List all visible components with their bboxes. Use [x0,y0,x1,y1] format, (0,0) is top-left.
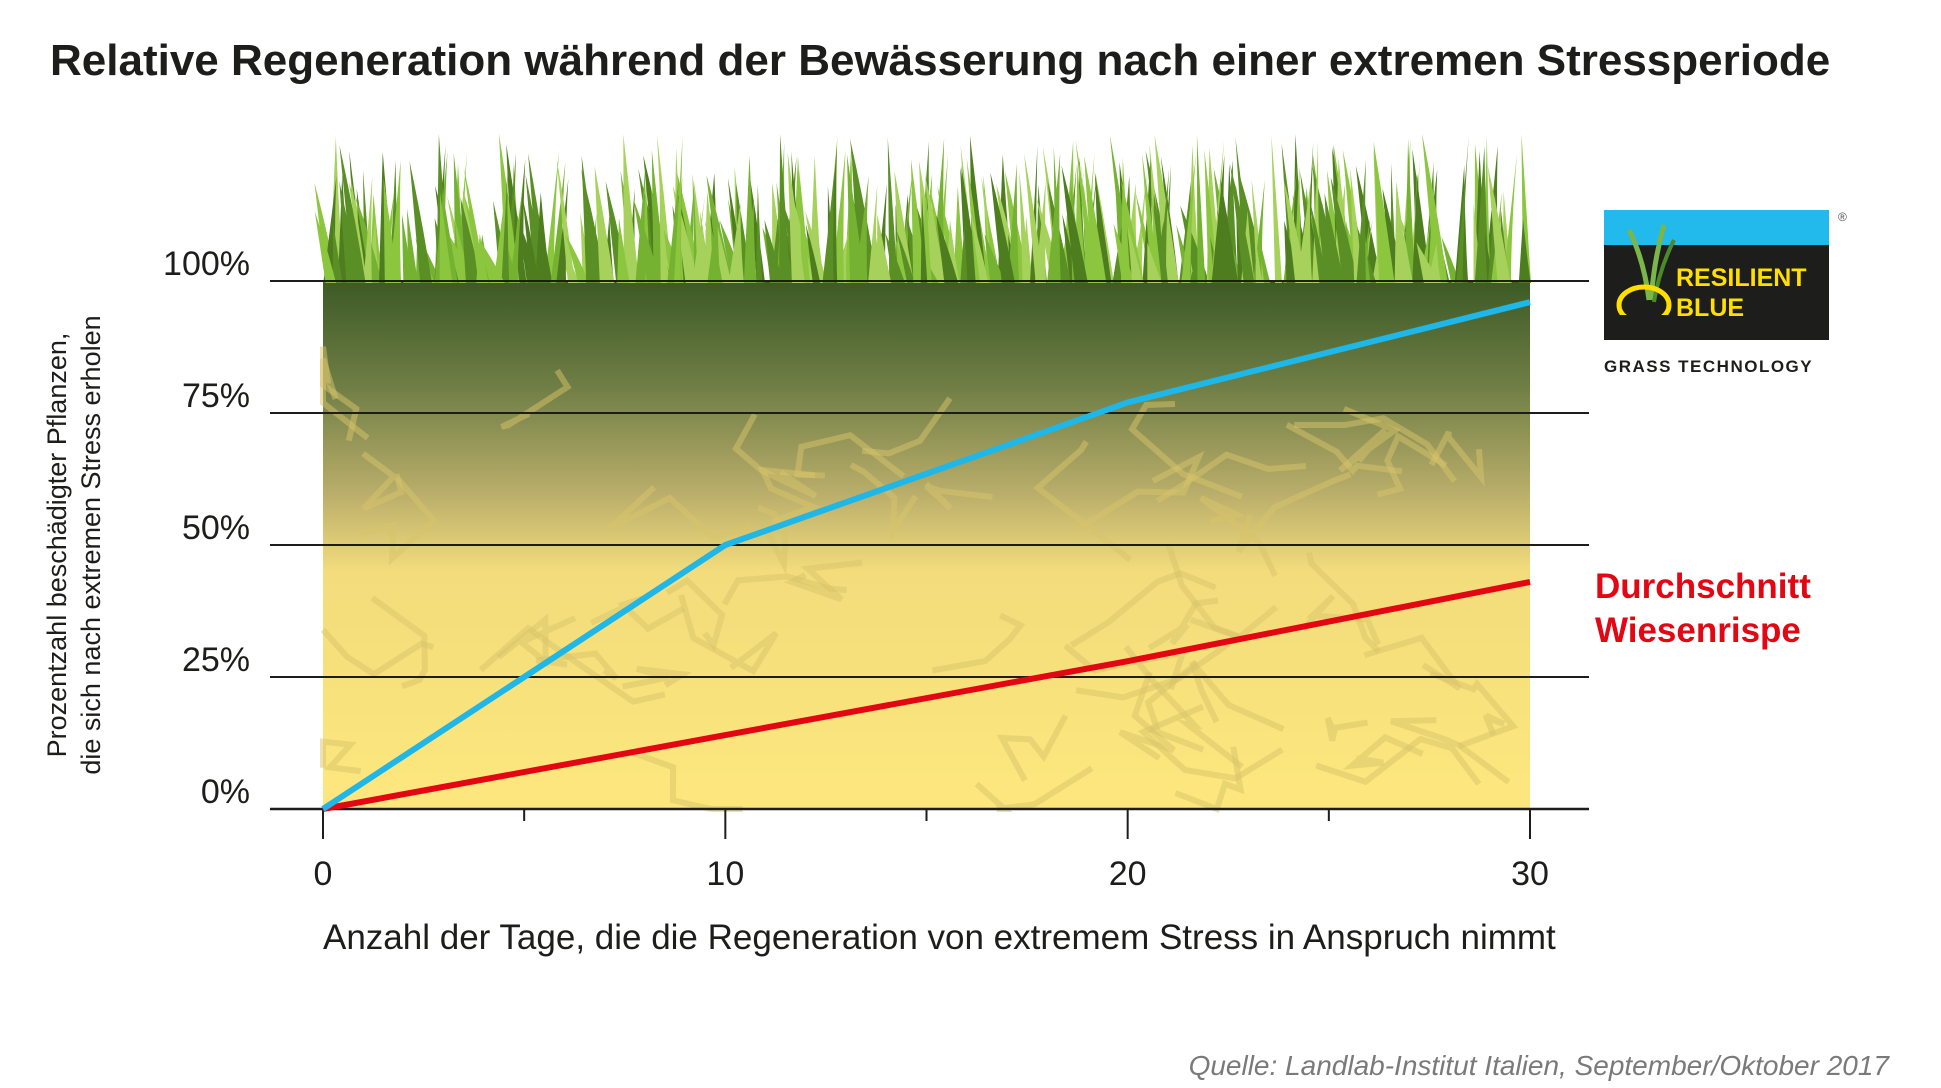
y-tick-label: 75% [182,377,250,415]
x-axis-label: Anzahl der Tage, die die Regeneration vo… [323,918,1556,957]
legend-red-series: Durchschnitt Wiesenrispe [1595,565,1811,653]
y-tick-label: 50% [182,509,250,547]
source-note: Quelle: Landlab-Institut Italien, Septem… [1188,1050,1889,1081]
y-tick-label: 100% [163,245,250,283]
y-axis-label-line2: die sich nach extremen Stress erholen [76,315,106,775]
chart-title: Relative Regeneration während der Bewäss… [50,36,1831,85]
soil-cracks [319,346,1519,813]
grass-illustration [314,133,1531,283]
x-tick-label: 20 [1109,855,1147,893]
logo-tagline: GRASS TECHNOLOGY [1604,357,1814,376]
y-axis-label-line1: Prozentzahl beschädigter Pflanzen, [42,332,72,758]
x-tick-label: 10 [706,855,744,893]
logo-line1: RESILIENT [1676,264,1807,292]
y-axis-label: Prozentzahl beschädigter Pflanzen, die s… [40,255,108,835]
legend-red-line2: Wiesenrispe [1595,611,1801,650]
x-tick-label: 0 [314,855,333,893]
registered-mark: ® [1838,210,1847,224]
series-line-wiesenrispe [322,579,1531,812]
series-line-resilient_blue [321,299,1531,812]
y-tick-label: 25% [182,641,250,679]
x-tick-label: 30 [1511,855,1549,893]
legend-red-line1: Durchschnitt [1595,567,1811,606]
grass-spiral-icon [1616,224,1676,315]
logo-line2: BLUE [1676,294,1745,322]
y-tick-label: 0% [201,773,250,811]
resilient-blue-logo: RESILIENT BLUE [1604,210,1829,340]
